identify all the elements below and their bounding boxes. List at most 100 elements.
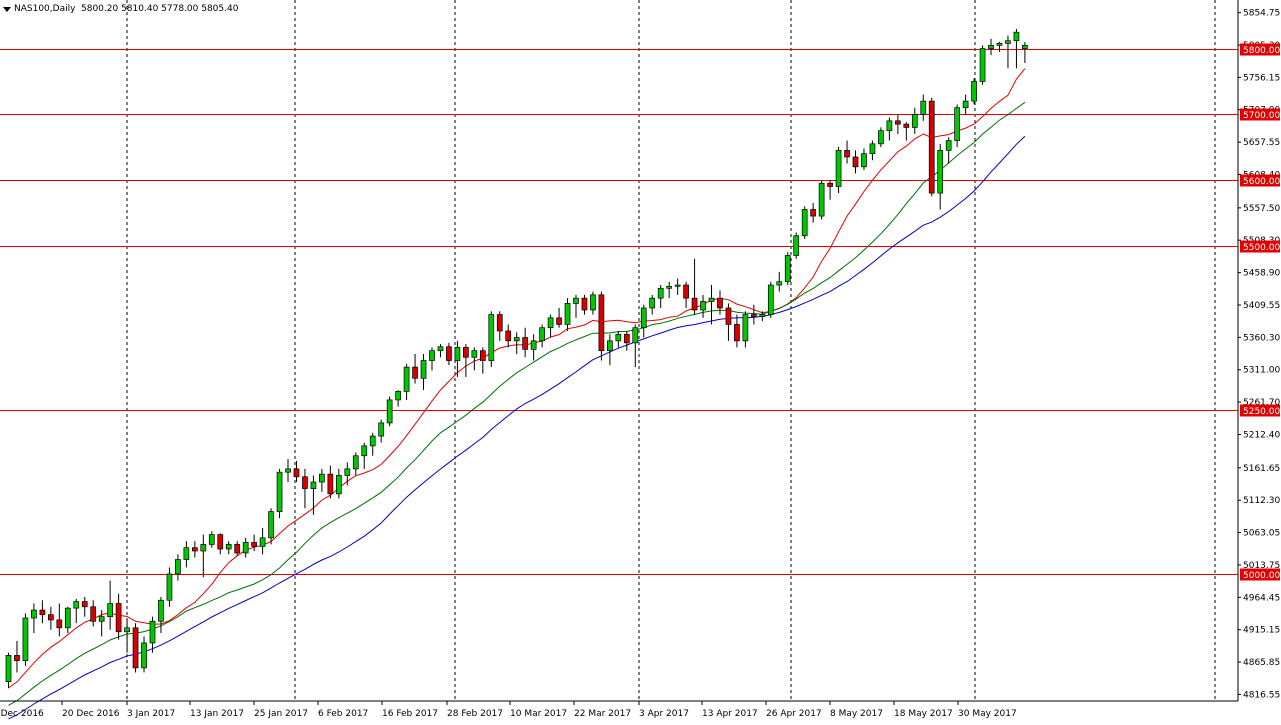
candle[interactable] xyxy=(141,636,147,673)
candle[interactable] xyxy=(581,294,588,315)
candle[interactable] xyxy=(878,127,884,148)
candle[interactable] xyxy=(479,347,486,374)
candle[interactable] xyxy=(801,206,808,240)
candle[interactable] xyxy=(691,258,698,315)
candle[interactable] xyxy=(666,281,673,299)
candle[interactable] xyxy=(225,541,232,555)
candle[interactable] xyxy=(158,596,164,634)
candle[interactable] xyxy=(378,419,385,443)
candle[interactable] xyxy=(344,462,351,486)
candle[interactable] xyxy=(657,285,664,309)
candle[interactable] xyxy=(564,298,571,331)
candle[interactable] xyxy=(962,94,969,115)
candle[interactable] xyxy=(412,353,418,384)
candle[interactable] xyxy=(293,461,300,483)
candle[interactable] xyxy=(700,294,706,318)
candle[interactable] xyxy=(640,304,647,338)
candle[interactable] xyxy=(242,537,249,558)
candle[interactable] xyxy=(268,508,274,545)
candle[interactable] xyxy=(420,353,427,391)
candle[interactable] xyxy=(810,202,817,223)
candle[interactable] xyxy=(683,281,689,309)
candle[interactable] xyxy=(259,527,266,555)
candle[interactable] xyxy=(649,294,656,315)
candle[interactable] xyxy=(471,347,478,371)
candle[interactable] xyxy=(522,327,529,358)
candle[interactable] xyxy=(251,534,257,551)
candle[interactable] xyxy=(22,613,29,666)
candle[interactable] xyxy=(403,363,410,400)
candle[interactable] xyxy=(894,114,901,134)
candle[interactable] xyxy=(1005,35,1011,69)
candle[interactable] xyxy=(776,271,783,292)
candle[interactable] xyxy=(31,603,37,634)
candle[interactable] xyxy=(767,281,774,318)
candle[interactable] xyxy=(107,580,113,630)
candle[interactable] xyxy=(623,330,630,351)
candle[interactable] xyxy=(903,122,910,141)
candle[interactable] xyxy=(191,541,198,558)
candle[interactable] xyxy=(327,465,334,499)
candle[interactable] xyxy=(335,468,342,499)
candle[interactable] xyxy=(98,610,105,637)
candle[interactable] xyxy=(945,137,952,164)
candle[interactable] xyxy=(632,324,639,368)
candle[interactable] xyxy=(47,606,54,630)
candle[interactable] xyxy=(149,616,156,653)
candle[interactable] xyxy=(674,278,681,295)
candle[interactable] xyxy=(361,442,368,469)
candle[interactable] xyxy=(911,107,918,134)
candle[interactable] xyxy=(607,334,613,366)
candle[interactable] xyxy=(547,314,554,338)
candle[interactable] xyxy=(90,600,97,627)
candle[interactable] xyxy=(1013,28,1020,69)
candle[interactable] xyxy=(124,619,130,653)
candle[interactable] xyxy=(598,291,605,361)
candle[interactable] xyxy=(979,45,986,85)
header-arrow-icon[interactable] xyxy=(3,7,11,12)
candle[interactable] xyxy=(454,340,461,377)
candle[interactable] xyxy=(573,294,579,318)
candle[interactable] xyxy=(505,324,512,348)
candle[interactable] xyxy=(302,468,308,509)
candle[interactable] xyxy=(556,308,562,328)
candle[interactable] xyxy=(928,97,935,197)
candle[interactable] xyxy=(39,600,46,624)
candle[interactable] xyxy=(64,606,71,634)
candle[interactable] xyxy=(784,252,791,286)
candle[interactable] xyxy=(217,533,224,555)
candle[interactable] xyxy=(590,291,596,315)
candle[interactable] xyxy=(352,452,359,476)
candle[interactable] xyxy=(319,468,325,492)
candle[interactable] xyxy=(395,390,401,407)
candle[interactable] xyxy=(437,344,444,358)
candle[interactable] xyxy=(5,652,12,689)
candle[interactable] xyxy=(615,330,622,348)
candle[interactable] xyxy=(827,179,833,200)
candle[interactable] xyxy=(175,554,181,581)
candle[interactable] xyxy=(73,598,80,624)
candle[interactable] xyxy=(276,468,283,519)
candle[interactable] xyxy=(751,304,757,325)
candle[interactable] xyxy=(920,94,927,121)
candle[interactable] xyxy=(132,623,139,673)
candle[interactable] xyxy=(971,78,977,105)
candle[interactable] xyxy=(861,148,867,171)
candle[interactable] xyxy=(869,140,876,161)
candle[interactable] xyxy=(200,534,207,578)
candle[interactable] xyxy=(14,640,20,673)
candle[interactable] xyxy=(717,290,723,315)
candle[interactable] xyxy=(996,42,1003,52)
candle[interactable] xyxy=(937,143,944,210)
candle[interactable] xyxy=(115,593,122,640)
candle[interactable] xyxy=(988,38,994,56)
candle[interactable] xyxy=(734,314,740,348)
candle[interactable] xyxy=(386,396,393,427)
candle[interactable] xyxy=(446,342,452,366)
candle[interactable] xyxy=(285,459,291,483)
candle[interactable] xyxy=(725,303,732,341)
candle[interactable] xyxy=(496,311,503,341)
candle[interactable] xyxy=(234,541,241,556)
candle[interactable] xyxy=(166,567,173,607)
